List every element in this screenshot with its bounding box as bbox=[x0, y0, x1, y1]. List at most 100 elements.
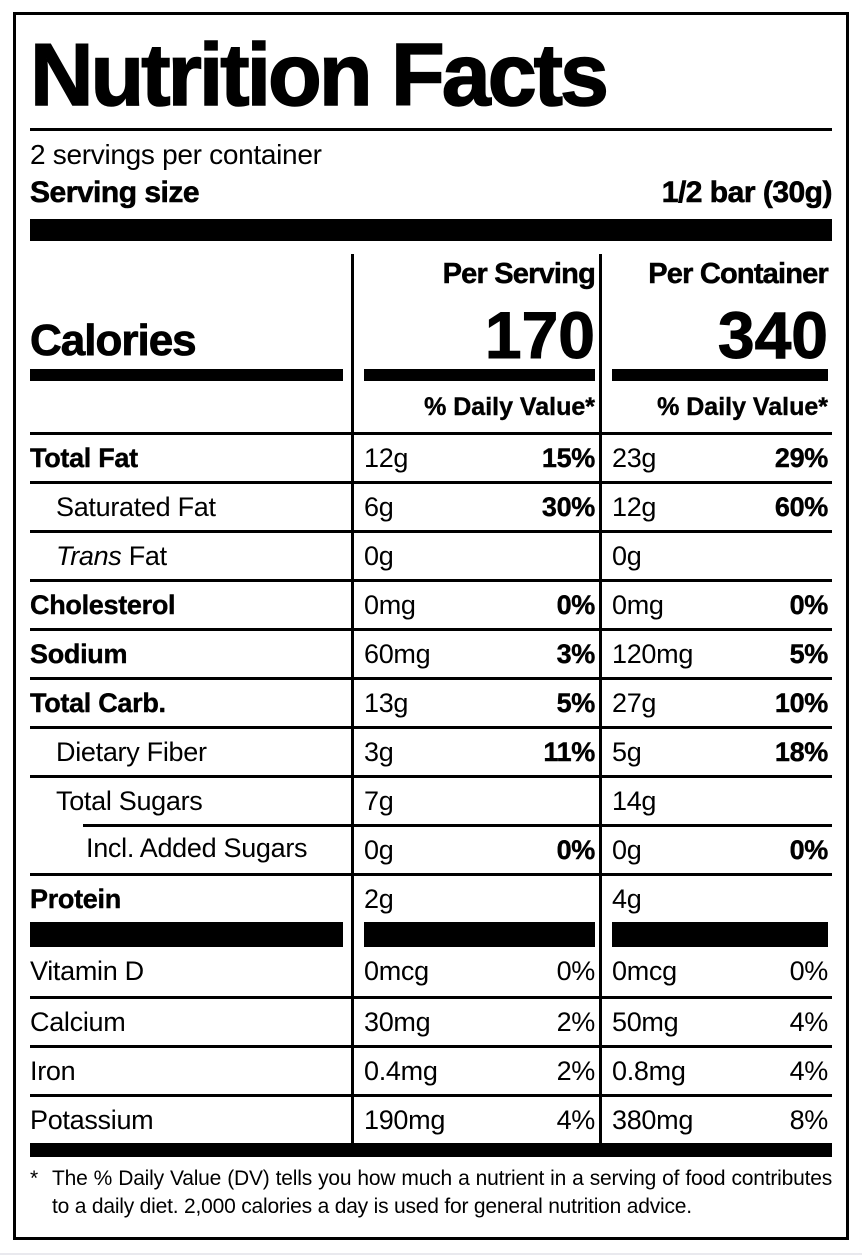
amount-per-container: 0.8mg bbox=[612, 1055, 686, 1086]
row-sodium: Sodium bbox=[30, 628, 351, 677]
amount-per-serving: 7g bbox=[364, 785, 394, 816]
row-total-fat-serving: 12g 15% bbox=[351, 432, 599, 481]
dv-per-container: 0% bbox=[789, 589, 828, 620]
nutrient-name: Total Carb. bbox=[30, 687, 166, 718]
row-dietary-fiber: Dietary Fiber bbox=[30, 726, 351, 775]
amount-per-serving: 13g bbox=[364, 687, 409, 718]
row-total-sugars: Total Sugars bbox=[30, 775, 351, 824]
title-divider bbox=[30, 128, 832, 131]
row-total-carb-serving: 13g 5% bbox=[351, 677, 599, 726]
row-vitamin-d-container: 0mcg 0% bbox=[599, 947, 832, 996]
amount-per-serving: 6g bbox=[364, 491, 394, 522]
mid-separator-container bbox=[599, 922, 832, 947]
dv-per-serving: 4% bbox=[556, 1104, 596, 1135]
amount-per-container: 0mcg bbox=[612, 956, 677, 986]
amount-per-container: 50mg bbox=[612, 1006, 679, 1037]
footnote-text: The % Daily Value (DV) tells you how muc… bbox=[52, 1167, 832, 1219]
nutrient-name: Saturated Fat bbox=[56, 491, 216, 522]
nutrient-name: Vitamin D bbox=[30, 956, 144, 986]
row-total-carb: Total Carb. bbox=[30, 677, 351, 726]
header-spacer bbox=[30, 254, 351, 294]
amount-per-serving: 0g bbox=[364, 834, 394, 865]
row-cholesterol-container: 0mg 0% bbox=[599, 579, 832, 628]
dv-per-container: 0% bbox=[789, 834, 828, 865]
dv-per-container: 4% bbox=[789, 1055, 829, 1086]
nutrient-name: Dietary Fiber bbox=[56, 736, 207, 767]
nutrition-facts-label: Nutrition Facts 2 servings per container… bbox=[13, 12, 849, 1240]
amount-per-container: 0mg bbox=[612, 589, 664, 620]
amount-per-serving: 60mg bbox=[364, 638, 431, 669]
row-total-sugars-container: 14g bbox=[599, 775, 832, 824]
dv-per-serving: 15% bbox=[541, 442, 596, 473]
dv-per-container: 10% bbox=[774, 687, 829, 718]
amount-per-container: 380mg bbox=[612, 1104, 694, 1135]
amount-per-container: 0g bbox=[612, 834, 642, 865]
row-dietary-fiber-serving: 3g 11% bbox=[351, 726, 599, 775]
footnote-asterisk: * bbox=[30, 1167, 38, 1190]
nutrient-name: Iron bbox=[30, 1055, 76, 1086]
calories-label: Calories bbox=[30, 316, 197, 366]
dv-per-serving: 30% bbox=[541, 491, 596, 522]
amount-per-serving: 190mg bbox=[364, 1104, 446, 1135]
row-cholesterol-serving: 0mg 0% bbox=[351, 579, 599, 628]
mid-separator-left bbox=[30, 922, 351, 947]
calories-per-container: 340 bbox=[599, 294, 832, 369]
row-total-carb-container: 27g 10% bbox=[599, 677, 832, 726]
amount-per-container: 27g bbox=[612, 687, 657, 718]
row-trans-fat-serving: 0g bbox=[351, 530, 599, 579]
amount-per-container: 0g bbox=[612, 540, 642, 571]
row-added-sugars-container: 0g 0% bbox=[599, 824, 832, 873]
dv-per-container: 18% bbox=[774, 736, 829, 767]
dv-header-spacer bbox=[30, 382, 351, 432]
row-saturated-fat-serving: 6g 30% bbox=[351, 481, 599, 530]
row-added-sugars-serving: 0g 0% bbox=[351, 824, 599, 873]
amount-per-container: 23g bbox=[612, 442, 657, 473]
amount-per-container: 5g bbox=[612, 736, 642, 767]
nutrition-table: Per Serving Per Container Calories 170 3… bbox=[30, 254, 832, 1143]
row-saturated-fat-container: 12g 60% bbox=[599, 481, 832, 530]
amount-per-serving: 0.4mg bbox=[364, 1055, 438, 1086]
row-calcium-container: 50mg 4% bbox=[599, 996, 832, 1045]
calories-per-serving: 170 bbox=[351, 294, 599, 369]
column-header-per-serving: Per Serving bbox=[351, 254, 599, 294]
bar bbox=[612, 369, 828, 381]
row-iron-container: 0.8mg 4% bbox=[599, 1045, 832, 1094]
page-bottom-edge bbox=[0, 1253, 862, 1255]
dv-per-container: 4% bbox=[789, 1006, 829, 1037]
row-sodium-serving: 60mg 3% bbox=[351, 628, 599, 677]
dv-per-serving: 0% bbox=[556, 956, 596, 986]
bar bbox=[612, 922, 828, 947]
row-iron-serving: 0.4mg 2% bbox=[351, 1045, 599, 1094]
amount-per-serving: 2g bbox=[364, 883, 394, 914]
row-potassium: Potassium bbox=[30, 1094, 351, 1143]
bar bbox=[364, 922, 595, 947]
calories-bar-container bbox=[599, 368, 832, 382]
dv-per-serving: 0% bbox=[556, 834, 595, 865]
amount-per-container: 14g bbox=[612, 785, 657, 816]
row-protein-serving: 2g bbox=[351, 873, 599, 922]
amount-per-container: 4g bbox=[612, 883, 642, 914]
thick-separator-top bbox=[30, 219, 832, 241]
row-vitamin-d-serving: 0mcg 0% bbox=[351, 947, 599, 996]
amount-per-serving: 0mcg bbox=[364, 956, 429, 986]
row-saturated-fat: Saturated Fat bbox=[30, 481, 351, 530]
dv-per-serving: 5% bbox=[556, 687, 595, 718]
dv-per-serving: 2% bbox=[556, 1055, 596, 1086]
row-calcium-serving: 30mg 2% bbox=[351, 996, 599, 1045]
bar bbox=[30, 369, 343, 381]
bar bbox=[30, 922, 343, 947]
row-protein-container: 4g bbox=[599, 873, 832, 922]
column-header-per-container: Per Container bbox=[599, 254, 832, 294]
serving-size-row: Serving size 1/2 bar (30g) bbox=[30, 171, 833, 219]
dv-per-serving: 2% bbox=[556, 1006, 596, 1037]
dv-per-serving: 0% bbox=[556, 589, 595, 620]
row-sodium-container: 120mg 5% bbox=[599, 628, 832, 677]
amount-per-serving: 12g bbox=[364, 442, 409, 473]
row-added-sugars: Incl. Added Sugars bbox=[30, 824, 351, 873]
amount-per-container: 12g bbox=[612, 491, 657, 522]
dv-header-serving: % Daily Value* bbox=[351, 382, 599, 432]
dv-per-container: 0% bbox=[789, 956, 829, 986]
footnote: * The % Daily Value (DV) tells you how m… bbox=[30, 1165, 832, 1222]
amount-per-serving: 30mg bbox=[364, 1006, 431, 1037]
nutrient-name: Potassium bbox=[30, 1104, 154, 1135]
